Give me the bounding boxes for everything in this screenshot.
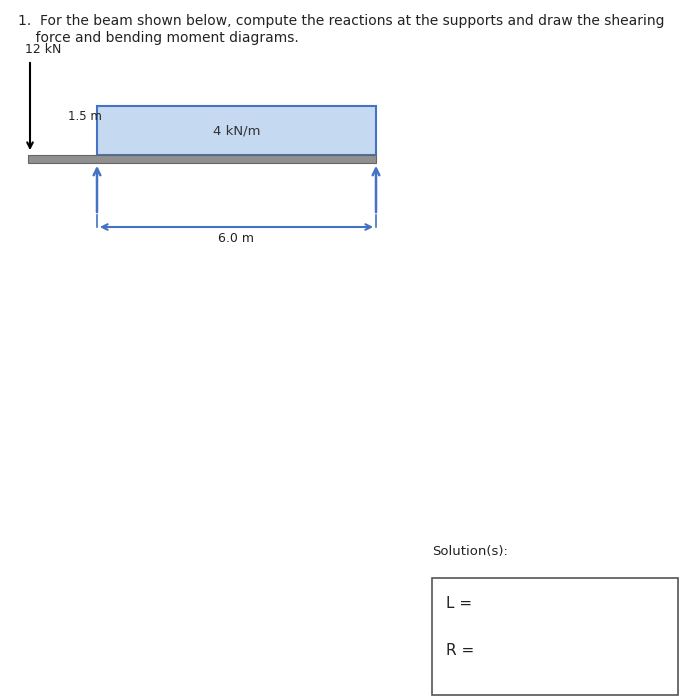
Text: 4 kN/m: 4 kN/m	[213, 124, 260, 137]
Text: Solution(s):: Solution(s):	[432, 545, 508, 558]
Bar	[28, 155, 376, 163]
Bar	[432, 578, 678, 695]
Text: 1.5 m: 1.5 m	[68, 111, 101, 123]
Text: force and bending moment diagrams.: force and bending moment diagrams.	[18, 31, 299, 45]
Text: L =: L =	[446, 596, 472, 611]
Bar	[97, 106, 376, 155]
Text: 6.0 m: 6.0 m	[218, 232, 254, 245]
Text: 12 kN: 12 kN	[25, 43, 61, 56]
Text: 1.  For the beam shown below, compute the reactions at the supports and draw the: 1. For the beam shown below, compute the…	[18, 14, 664, 28]
Text: R =: R =	[446, 643, 474, 658]
